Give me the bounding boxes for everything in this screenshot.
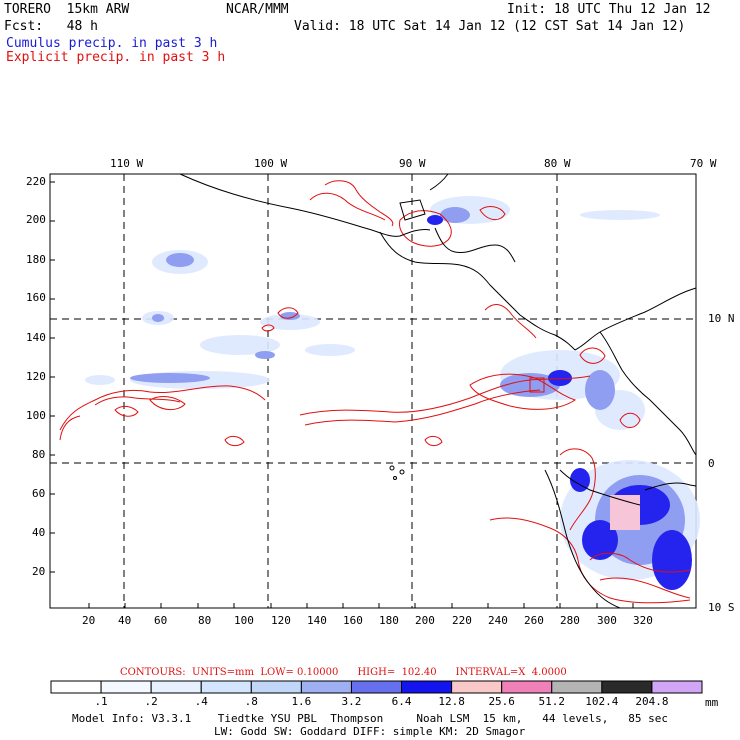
lon-label-90w: 90 W <box>399 157 426 170</box>
cumulus-precip-shading <box>85 196 700 590</box>
colorbar-swatch <box>200 680 252 694</box>
x-tick-200: 200 <box>415 614 435 627</box>
init-time: Init: 18 UTC Thu 12 Jan 12 <box>507 2 711 17</box>
x-tick-60: 60 <box>154 614 168 627</box>
explicit-precip-contours <box>59 180 691 604</box>
lat-label-10s: 10 S <box>708 601 735 614</box>
contours-info: CONTOURS: UNITS=mm LOW= 0.10000 HIGH= 10… <box>120 667 567 678</box>
x-tick-140: 140 <box>307 614 327 627</box>
colorbar-swatch <box>551 680 603 694</box>
y-tick-160: 160 <box>26 291 46 304</box>
footer-physics-info: LW: Godd SW: Goddard DIFF: simple KM: 2D… <box>214 725 526 738</box>
y-tick-140: 140 <box>26 331 46 344</box>
colorbar-label: 25.6 <box>488 695 515 708</box>
colorbar-swatch <box>150 680 202 694</box>
organization-label: NCAR/MMM <box>226 2 289 17</box>
x-tick-300: 300 <box>597 614 617 627</box>
x-tick-320: 320 <box>633 614 653 627</box>
valid-time: Valid: 18 UTC Sat 14 Jan 12 (12 CST Sat … <box>294 19 686 34</box>
footer-model-info: Model Info: V3.3.1 Tiedtke YSU PBL Thomp… <box>72 712 669 725</box>
x-tick-280: 280 <box>560 614 580 627</box>
lat-label-0: 0 <box>708 457 715 470</box>
colorbar-swatch <box>651 680 703 694</box>
legend-explicit: Explicit precip. in past 3 h <box>6 50 226 65</box>
left-tick-marks <box>50 181 55 573</box>
colorbar-unit: mm <box>705 696 719 709</box>
coastlines <box>179 173 697 609</box>
colorbar-swatch <box>100 680 152 694</box>
x-tick-80: 80 <box>198 614 212 627</box>
x-tick-220: 220 <box>452 614 472 627</box>
colorbar-label: 51.2 <box>539 695 566 708</box>
y-tick-200: 200 <box>26 213 46 226</box>
y-tick-100: 100 <box>26 409 46 422</box>
colorbar-swatch <box>401 680 453 694</box>
x-tick-120: 120 <box>271 614 291 627</box>
x-tick-180: 180 <box>379 614 399 627</box>
colorbar-swatch <box>601 680 653 694</box>
colorbar-label: .2 <box>145 695 158 708</box>
x-tick-260: 260 <box>524 614 544 627</box>
colorbar-label: 6.4 <box>392 695 412 708</box>
y-tick-80: 80 <box>32 448 46 461</box>
forecast-hour: Fcst: 48 h <box>4 19 98 34</box>
colorbar-label: 1.6 <box>291 695 311 708</box>
colorbar-swatch <box>300 680 352 694</box>
x-tick-40: 40 <box>118 614 132 627</box>
colorbar-swatch <box>250 680 302 694</box>
colorbar-label: 3.2 <box>342 695 362 708</box>
colorbar-swatch <box>350 680 403 694</box>
y-tick-40: 40 <box>32 526 46 539</box>
colorbar-swatch <box>451 680 503 694</box>
lon-label-110w: 110 W <box>110 157 144 170</box>
x-tick-100: 100 <box>234 614 254 627</box>
y-tick-20: 20 <box>32 565 46 578</box>
model-title: TORERO 15km ARW <box>4 2 130 17</box>
lat-label-10n: 10 N <box>708 312 735 325</box>
map-frame <box>49 173 697 609</box>
colorbar-label: 204.8 <box>635 695 668 708</box>
colorbar-swatch <box>50 680 102 694</box>
colorbar-label: 102.4 <box>585 695 618 708</box>
bottom-tick-marks <box>88 603 634 608</box>
colorbar-label: .4 <box>195 695 209 708</box>
lon-label-80w: 80 W <box>544 157 571 170</box>
colorbar-label: 12.8 <box>438 695 465 708</box>
colorbar-label: .8 <box>245 695 258 708</box>
y-tick-60: 60 <box>32 487 46 500</box>
x-tick-20: 20 <box>82 614 96 627</box>
x-tick-160: 160 <box>343 614 363 627</box>
colorbar-swatch <box>501 680 553 694</box>
lon-label-70w: 70 W <box>690 157 717 170</box>
x-tick-240: 240 <box>488 614 508 627</box>
legend-cumulus: Cumulus precip. in past 3 h <box>6 36 218 51</box>
y-tick-220: 220 <box>26 175 46 188</box>
lon-label-100w: 100 W <box>254 157 288 170</box>
y-tick-120: 120 <box>26 370 46 383</box>
y-tick-180: 180 <box>26 253 46 266</box>
colorbar-label: .1 <box>94 695 107 708</box>
